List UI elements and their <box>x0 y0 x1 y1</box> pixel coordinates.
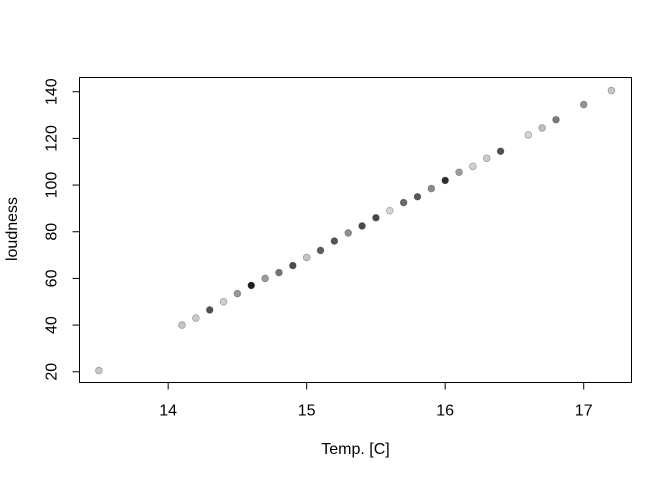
y-tick-label: 100 <box>44 172 61 199</box>
data-point <box>261 274 269 283</box>
y-tick-label: 40 <box>44 316 61 334</box>
data-point <box>552 115 560 124</box>
data-point <box>441 176 449 185</box>
y-axis-title: loudness <box>4 196 21 262</box>
data-point <box>469 162 477 171</box>
plot-border <box>79 77 632 383</box>
y-tick-label: 120 <box>44 125 61 152</box>
y-tick-label: 80 <box>44 223 61 241</box>
data-point <box>178 321 186 329</box>
data-point <box>344 229 353 237</box>
y-tick-label: 20 <box>44 363 61 381</box>
x-tick-label: 16 <box>436 403 454 420</box>
data-point <box>482 154 491 163</box>
data-point <box>330 237 339 245</box>
data-point <box>192 314 200 322</box>
data-point <box>427 184 436 193</box>
data-point <box>372 213 380 222</box>
data-point <box>524 131 533 139</box>
data-point <box>219 297 228 306</box>
x-axis-title: Temp. [C] <box>321 441 390 458</box>
data-point <box>358 222 366 230</box>
x-tick-label: 17 <box>575 403 593 420</box>
data-point <box>413 192 422 201</box>
data-point <box>607 86 616 95</box>
y-tick-label: 140 <box>44 78 61 105</box>
data-point <box>538 124 546 132</box>
data-point <box>496 147 505 156</box>
y-tick-label: 60 <box>44 269 61 287</box>
data-point <box>385 206 394 215</box>
data-point <box>579 100 588 109</box>
data-point <box>302 253 311 262</box>
data-point <box>399 198 408 207</box>
x-tick-label: 14 <box>159 403 177 420</box>
data-point <box>289 261 297 270</box>
data-point <box>95 366 103 375</box>
data-point <box>205 306 214 314</box>
data-point <box>316 246 325 255</box>
data-point <box>247 281 256 290</box>
data-point <box>233 289 242 298</box>
data-point <box>275 268 283 277</box>
data-point <box>455 168 463 177</box>
x-tick-label: 15 <box>298 403 316 420</box>
